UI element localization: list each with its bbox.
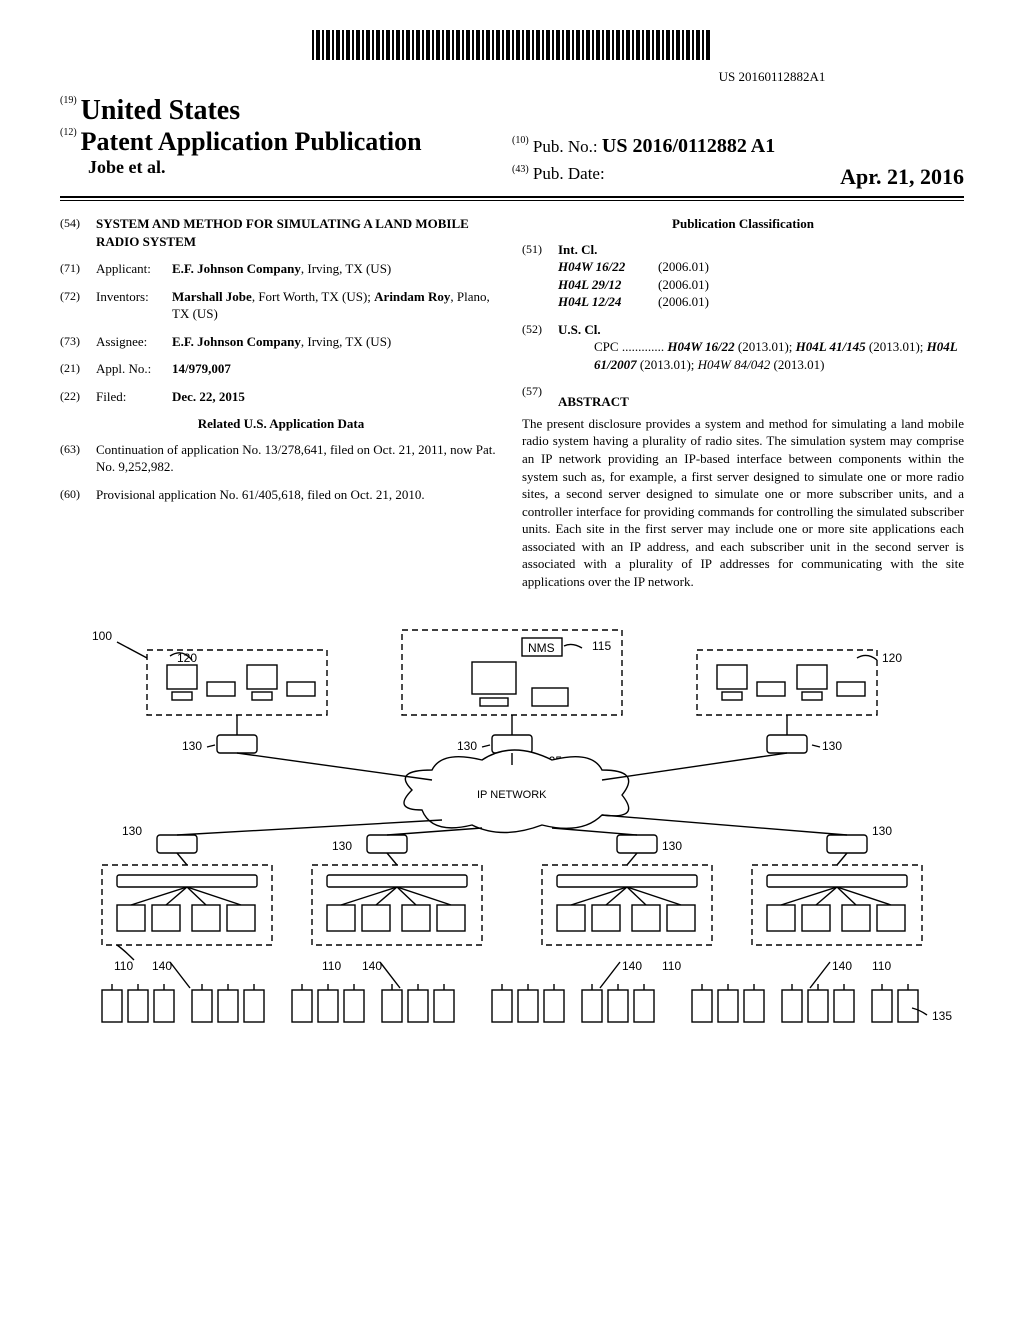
intcl-code: (51) <box>522 241 558 311</box>
ref-100: 100 <box>92 629 112 643</box>
ref-130-g: 130 <box>872 824 892 838</box>
ref-140-b: 140 <box>362 959 382 973</box>
header-row: (19) United States (12) Patent Applicati… <box>60 95 964 190</box>
inventor-1: Marshall Jobe <box>172 289 252 304</box>
intcl-2-date: (2006.01) <box>658 293 709 311</box>
ref-110-c: 110 <box>662 959 681 973</box>
barcode-number: US 20160112882A1 <box>580 69 964 85</box>
site-block <box>557 875 697 931</box>
header-right: (10) Pub. No.: US 2016/0112882 A1 (43) P… <box>512 95 964 190</box>
ref-135: 135 <box>932 1009 952 1023</box>
pubdate-label: Pub. Date: <box>533 164 605 183</box>
uscl-label: U.S. Cl. <box>558 321 964 339</box>
ref-110-b: 110 <box>322 959 341 973</box>
left-column: (54) SYSTEM AND METHOD FOR SIMULATING A … <box>60 215 502 590</box>
computer-icon <box>717 665 865 700</box>
intcl-1-code: H04L 29/12 <box>558 276 658 294</box>
switch-icon <box>157 835 867 853</box>
ref-140-a: 140 <box>152 959 172 973</box>
cpc-value: H04W 16/22 <box>667 339 734 354</box>
site-block <box>327 875 467 931</box>
applno-code: (21) <box>60 360 96 378</box>
nms-label: NMS <box>528 641 555 655</box>
intcl-label: Int. Cl. <box>558 241 964 259</box>
site-block <box>767 875 907 931</box>
assignee-code: (73) <box>60 333 96 351</box>
pubdate-code: (43) <box>512 164 529 175</box>
cont-value: Continuation of application No. 13/278,6… <box>96 441 502 476</box>
kind12-code: (12) <box>60 127 77 138</box>
pubno-value: US 2016/0112882 A1 <box>602 135 775 157</box>
cpc-prefix: CPC ............. <box>594 339 664 354</box>
ref-130-a: 130 <box>182 739 202 753</box>
abstract-body: The present disclosure provides a system… <box>522 415 964 590</box>
ref-130-b: 130 <box>457 739 477 753</box>
barcode-block <box>60 30 964 65</box>
authors-line: Jobe et al. <box>60 157 512 178</box>
site-block <box>117 875 257 931</box>
country: United States <box>81 95 240 126</box>
classif-head: Publication Classification <box>522 215 964 233</box>
ref-120b: 120 <box>882 651 902 665</box>
filed-code: (22) <box>60 388 96 406</box>
ref-130-f: 130 <box>662 839 682 853</box>
ref-115: 115 <box>592 639 611 653</box>
ref-130-e: 130 <box>332 839 352 853</box>
applicant-label: Applicant: <box>96 260 172 278</box>
filed-value: Dec. 22, 2015 <box>172 388 502 406</box>
assignee-name: E.F. Johnson Company <box>172 334 301 349</box>
body-columns: (54) SYSTEM AND METHOD FOR SIMULATING A … <box>60 215 964 590</box>
pubno-label: Pub. No.: <box>533 137 598 156</box>
ref-110-d: 110 <box>872 959 891 973</box>
applicant-code: (71) <box>60 260 96 278</box>
pub-type: Patent Application Publication <box>81 127 422 156</box>
inventors-label: Inventors: <box>96 288 172 323</box>
title-code: (54) <box>60 215 96 250</box>
ip-network-label: IP NETWORK <box>477 789 547 801</box>
right-column: Publication Classification (51) Int. Cl.… <box>522 215 964 590</box>
pubdate-value: Apr. 21, 2016 <box>840 164 964 190</box>
applicant-name: E.F. Johnson Company <box>172 261 301 276</box>
kind19-code: (19) <box>60 95 77 106</box>
cont-code: (63) <box>60 441 96 476</box>
patent-title: SYSTEM AND METHOD FOR SIMULATING A LAND … <box>96 215 502 250</box>
ref-110-a: 110 <box>114 959 133 973</box>
divider-thick <box>60 196 964 198</box>
applno-value: 14/979,007 <box>172 360 502 378</box>
divider-thin <box>60 200 964 201</box>
ref-130-d: 130 <box>122 824 142 838</box>
assignee-label: Assignee: <box>96 333 172 351</box>
filed-label: Filed: <box>96 388 172 406</box>
barcode-graphic <box>312 30 712 60</box>
intcl-1-date: (2006.01) <box>658 276 709 294</box>
prov-value: Provisional application No. 61/405,618, … <box>96 486 502 504</box>
inventor-2: Arindam Roy <box>374 289 450 304</box>
ref-140-c: 140 <box>622 959 642 973</box>
figure-svg: 100 120 NMS 115 120 <box>60 610 964 1050</box>
related-head: Related U.S. Application Data <box>60 415 502 433</box>
cpc-line: CPC ............. H04W 16/22 (2013.01); … <box>558 338 964 373</box>
ref-140-d: 140 <box>832 959 852 973</box>
figure-area: 100 120 NMS 115 120 <box>60 610 964 1055</box>
ref-130-c: 130 <box>822 739 842 753</box>
uscl-code: (52) <box>522 321 558 374</box>
abstract-head: ABSTRACT <box>558 393 629 411</box>
radio-row <box>102 984 918 1022</box>
pubno-code: (10) <box>512 135 529 146</box>
intcl-0-code: H04W 16/22 <box>558 258 658 276</box>
computer-icon <box>167 665 315 700</box>
intcl-2-code: H04L 12/24 <box>558 293 658 311</box>
inventors-code: (72) <box>60 288 96 323</box>
header-left: (19) United States (12) Patent Applicati… <box>60 95 512 190</box>
prov-code: (60) <box>60 486 96 504</box>
applno-label: Appl. No.: <box>96 360 172 378</box>
intcl-0-date: (2006.01) <box>658 258 709 276</box>
abstract-code: (57) <box>522 383 558 415</box>
